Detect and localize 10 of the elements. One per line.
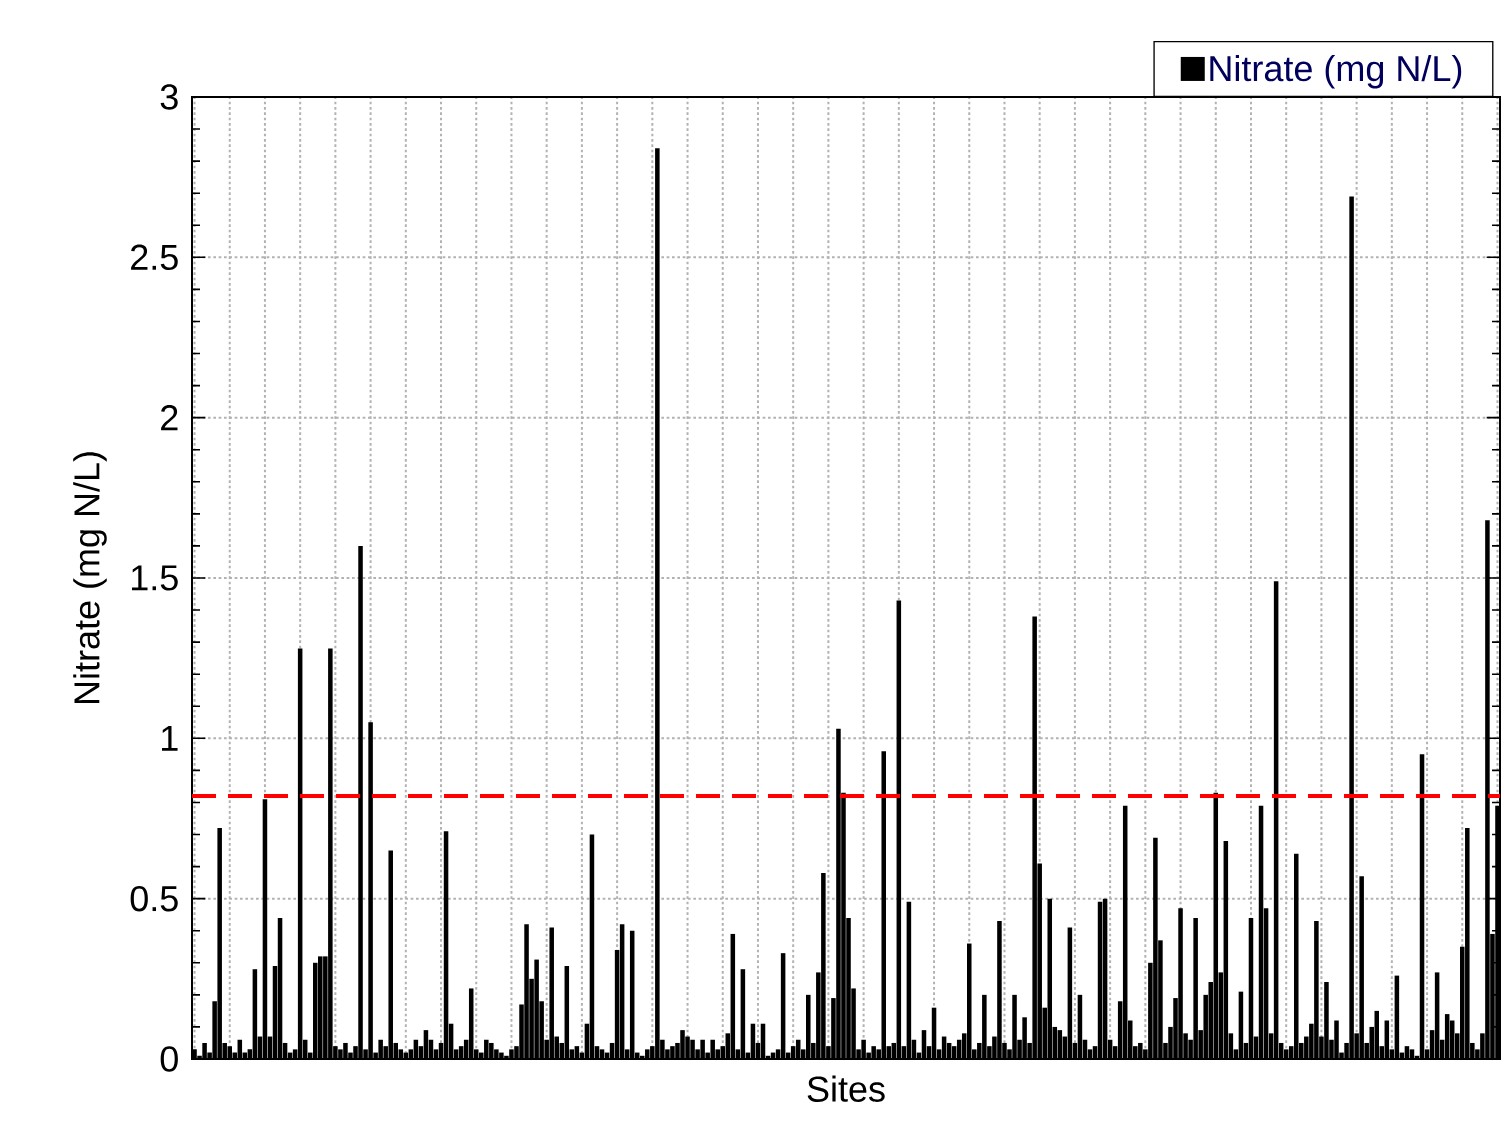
y-tick-label: 3 — [160, 84, 178, 110]
y-tick-label: 0 — [160, 1046, 178, 1072]
y-tick-label: 2.5 — [131, 244, 178, 271]
y-tick-label: 1 — [162, 725, 178, 751]
y-tick-label: 1.5 — [131, 565, 178, 591]
x-axis-title: Sites — [807, 1075, 885, 1102]
y-axis-title: Nitrate (mg N/L) — [73, 452, 107, 704]
y-tick-label: 0.5 — [130, 885, 178, 912]
y-tick-label: 2 — [161, 405, 178, 431]
legend-label: Nitrate (mg N/L) — [1210, 54, 1462, 89]
